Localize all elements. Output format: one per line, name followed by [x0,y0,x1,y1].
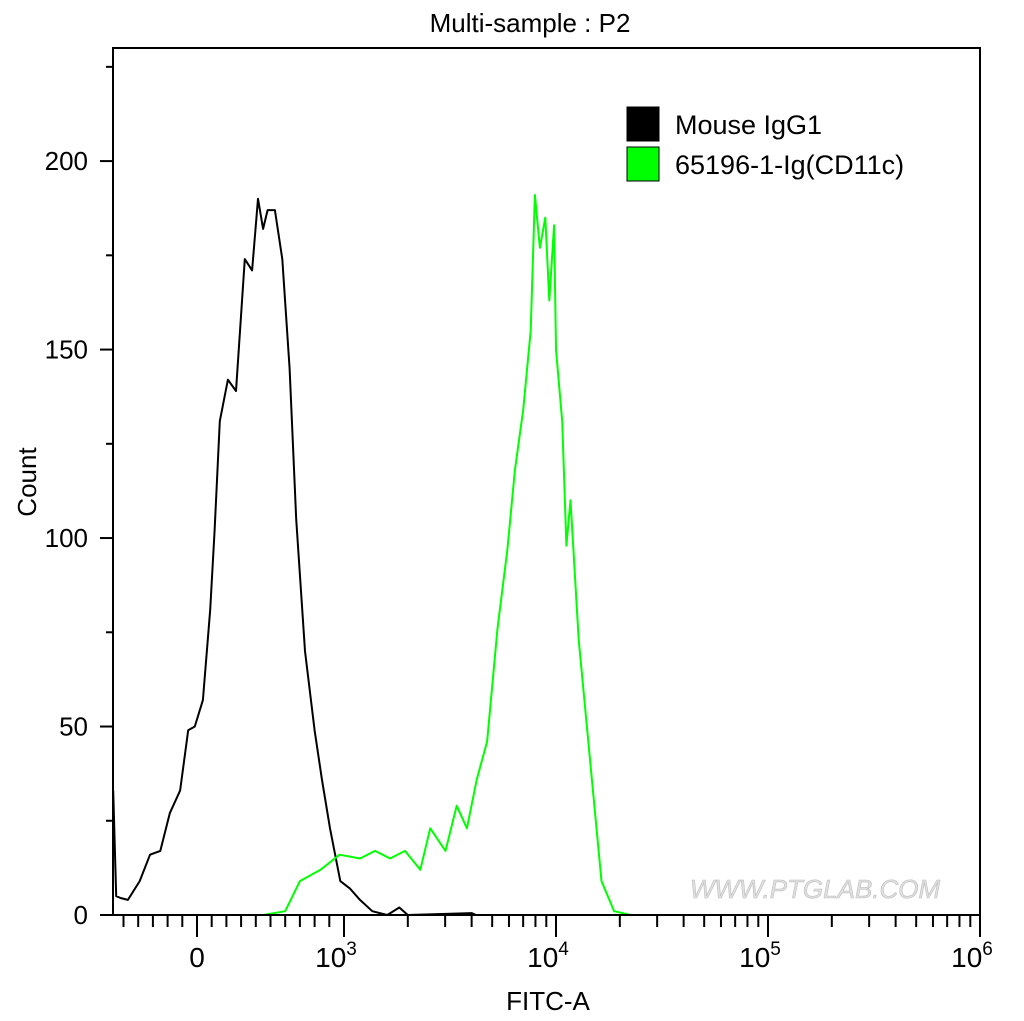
x-axis-label: FITC-A [506,986,590,1016]
x-tick-exponent: 3 [346,939,357,960]
legend: Mouse IgG1 65196-1-Ig(CD11c) [626,106,904,182]
series-line-0 [112,197,477,916]
chart-title: Multi-sample : P2 [430,8,631,38]
x-tick-label: 104 [527,939,569,973]
x-axis: 0 103 104 105 106 [122,915,993,973]
y-axis-label: Count [12,447,42,517]
x-tick-exponent: 4 [558,939,569,960]
watermark: WWW.PTGLAB.COM [690,874,941,904]
x-tick-base: 0 [189,942,205,973]
y-tick-label: 50 [59,712,88,742]
x-tick-base: 10 [739,942,770,973]
x-tick-label: 105 [739,939,781,973]
y-tick-label: 0 [74,900,88,930]
y-tick-label: 200 [45,146,88,176]
y-axis: 0 50 100 150 200 [45,65,113,930]
x-tick-exponent: 5 [770,939,781,960]
y-tick-label: 100 [45,523,88,553]
x-tick-label: 0 [189,942,205,973]
y-tick-label: 150 [45,335,88,365]
x-tick-base: 10 [951,942,982,973]
plot-area [112,194,631,916]
x-tick-base: 10 [315,942,346,973]
x-tick-base: 10 [527,942,558,973]
x-tick-label: 106 [951,939,993,973]
legend-label: Mouse IgG1 [675,110,822,140]
legend-swatch [626,146,660,182]
x-tick-label: 103 [315,939,357,973]
legend-label: 65196-1-Ig(CD11c) [675,150,904,180]
x-tick-exponent: 6 [982,939,993,960]
legend-swatch [626,106,660,142]
series-line-1 [243,194,631,916]
